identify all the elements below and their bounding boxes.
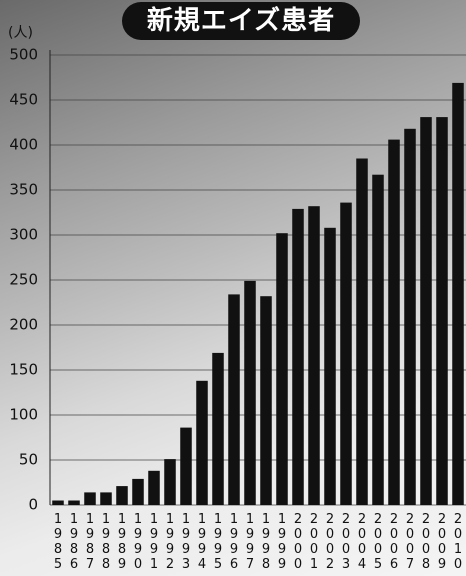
bar (276, 233, 288, 505)
y-axis-unit: (人) (8, 22, 33, 42)
y-tick-label: 400 (9, 136, 38, 154)
chart: 0 50 100 150 200 250 300 350 400 450 500 (0, 0, 466, 576)
y-tick-label: 50 (19, 451, 38, 469)
x-tick-label: 1998 (260, 512, 272, 572)
bar (404, 129, 416, 505)
y-tick-label: 100 (9, 406, 38, 424)
page: 0 50 100 150 200 250 300 350 400 450 500 新規エイズ患者 (… (0, 0, 466, 576)
x-tick-label: 1988 (100, 512, 112, 572)
bar (180, 428, 192, 505)
x-tick-label: 1995 (212, 512, 224, 572)
x-tick-label: 2005 (372, 512, 384, 572)
bar (132, 479, 144, 505)
x-tick-label: 2000 (292, 512, 304, 572)
bar (340, 203, 352, 505)
x-tick-label: 2009 (436, 512, 448, 572)
x-tick-label: 2006 (388, 512, 400, 572)
bar (420, 117, 432, 505)
x-tick-label: 1996 (228, 512, 240, 572)
x-tick-label: 2008 (420, 512, 432, 572)
bar (260, 296, 272, 505)
bar (436, 117, 448, 505)
bar (292, 209, 304, 505)
bar (100, 492, 112, 505)
y-tick-label: 300 (9, 226, 38, 244)
x-tick-label: 1986 (68, 512, 80, 572)
bar (228, 294, 240, 505)
x-tick-label: 2001 (308, 512, 320, 572)
y-tick-label: 0 (28, 496, 38, 514)
x-tick-label: 1994 (196, 512, 208, 572)
bar (52, 501, 64, 506)
bar (196, 381, 208, 505)
bar (452, 83, 464, 505)
x-tick-label: 2002 (324, 512, 336, 572)
x-tick-label: 2007 (404, 512, 416, 572)
bar (308, 206, 320, 505)
x-tick-label: 1987 (84, 512, 96, 572)
bar (68, 501, 80, 506)
x-tick-label: 1985 (52, 512, 64, 572)
bar (356, 159, 368, 506)
x-tick-label: 2004 (356, 512, 368, 572)
bar (244, 281, 256, 505)
y-tick-label: 250 (9, 271, 38, 289)
bar (324, 228, 336, 505)
y-tick-label: 200 (9, 316, 38, 334)
y-tick-label: 500 (9, 46, 38, 64)
x-tick-label: 1989 (116, 512, 128, 572)
bar (212, 353, 224, 505)
x-tick-label: 1993 (180, 512, 192, 572)
x-tick-label: 1997 (244, 512, 256, 572)
x-tick-label: 1999 (276, 512, 288, 572)
y-tick-label: 350 (9, 181, 38, 199)
bar (372, 175, 384, 505)
x-tick-label: 1992 (164, 512, 176, 572)
bar (116, 486, 128, 505)
x-tick-label: 1990 (132, 512, 144, 572)
x-tick-label: 2003 (340, 512, 352, 572)
bar (388, 140, 400, 505)
x-tick-label: 2010 (452, 512, 464, 572)
x-tick-label: 1991 (148, 512, 160, 572)
y-tick-label: 450 (9, 91, 38, 109)
y-tick-label: 150 (9, 361, 38, 379)
bar (84, 492, 96, 505)
bar (164, 459, 176, 505)
bar (148, 471, 160, 505)
chart-title: 新規エイズ患者 (122, 2, 360, 40)
